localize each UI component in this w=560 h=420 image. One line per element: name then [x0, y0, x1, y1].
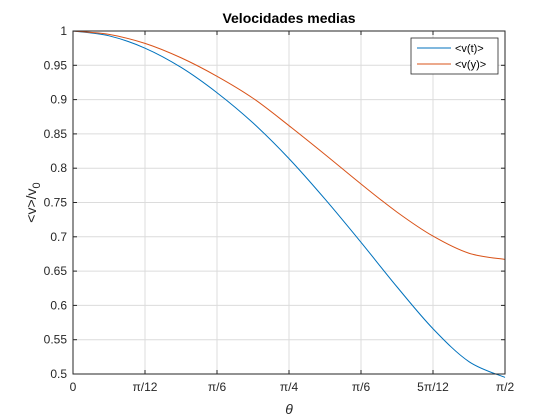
x-tick-label: π/6 [208, 380, 227, 394]
y-tick-label: 0.85 [44, 127, 68, 141]
y-tick-label: 0.95 [44, 58, 68, 72]
y-axis-label-main: <v>/v [23, 188, 39, 222]
series-line-v-t [72, 30, 506, 378]
x-tick-label: 5π/12 [417, 380, 449, 394]
legend-label-v-t: <v(t)> [455, 43, 484, 55]
series-line-v-y [72, 30, 506, 260]
x-tick-label: π/12 [133, 380, 158, 394]
axis-ticks: 0 π/12 π/6 π/4 π/6 5π/12 π/2 0.5 0.55 0.6 0.65 0.7 0… [44, 24, 515, 394]
x-axis-label: θ [285, 401, 293, 417]
y-axis-label: <v>/v0 [23, 182, 43, 222]
legend: <v(t)> <v(y)> [410, 37, 499, 75]
y-tick-label: 0.7 [50, 230, 67, 244]
x-tick-label: π/2 [496, 380, 515, 394]
y-tick-label: 0.55 [44, 333, 68, 347]
legend-label-v-y: <v(y)> [455, 59, 486, 71]
x-tick-label: π/6 [352, 380, 371, 394]
y-tick-label: 0.6 [50, 298, 67, 312]
y-tick-label: 0.65 [44, 264, 68, 278]
x-tick-label: 0 [70, 380, 77, 394]
series-layer [72, 30, 506, 378]
y-tick-label: 0.8 [50, 161, 67, 175]
x-tick-label: π/4 [280, 380, 299, 394]
y-tick-label: 0.9 [50, 93, 67, 107]
y-tick-label: 1 [60, 24, 67, 38]
y-tick-label: 0.5 [50, 367, 67, 381]
y-axis-label-subscript: 0 [31, 182, 43, 188]
legend-box [410, 37, 499, 75]
y-tick-label: 0.75 [44, 196, 68, 210]
chart-title: Velocidades medias [222, 10, 355, 26]
